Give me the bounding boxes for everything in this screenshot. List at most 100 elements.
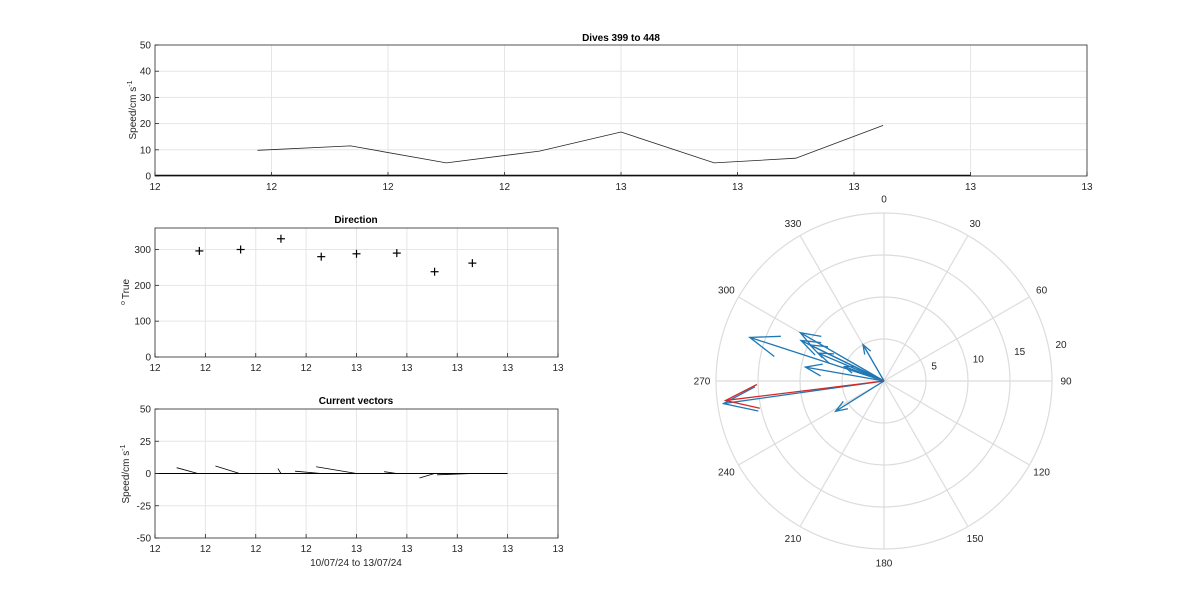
polar-spoke: [883, 296, 1030, 382]
dir-xtick-label: 12: [301, 363, 313, 374]
polar-vector-shaft: [862, 344, 885, 382]
speed-ytick-label: 30: [140, 93, 152, 104]
polar-vector-head: [803, 363, 823, 377]
polar-angle-label: 330: [785, 219, 802, 230]
direction-ticks: 12 12 12 12 13 13 13 13 13 0 100 200 300: [134, 245, 564, 374]
speed-ylabel: Speed/cm s-1: [127, 80, 139, 139]
direction-point: [276, 234, 285, 243]
current-vector: [384, 471, 397, 474]
vec-xtick-label: 12: [200, 544, 212, 555]
direction-title: Direction: [334, 215, 377, 226]
speed-panel: 12 12 12 12 13 13 13 13 13 0 10 20 30 40 50 Dives 399 …: [127, 33, 1093, 193]
current-vector: [419, 473, 435, 479]
dir-xtick-label: 12: [250, 363, 262, 374]
vec-xtick-label: 13: [401, 544, 413, 555]
current-vector: [277, 468, 282, 474]
speed-grid: [155, 45, 1087, 176]
vectors-ylabel-sup: -1: [120, 444, 127, 450]
polar-angle-label: 90: [1060, 377, 1072, 388]
speed-xtick-label: 13: [615, 182, 627, 193]
polar-vector: [798, 331, 885, 382]
current-vector: [316, 466, 357, 474]
vec-ytick-label: -25: [137, 501, 152, 512]
polar-vector: [747, 335, 885, 382]
speed-marks: [155, 125, 971, 176]
polar-spoke: [883, 380, 1030, 466]
direction-marks: [195, 234, 477, 276]
dir-xtick-label: 13: [401, 363, 413, 374]
polar-vector-head: [798, 331, 822, 350]
vec-ytick-label: 50: [140, 405, 152, 416]
polar-radius-label: 10: [973, 354, 985, 365]
current-vector: [176, 467, 198, 474]
polar-angle-label: 210: [785, 534, 802, 545]
polar-panel: 0 30 60 90 120 150 180 210 240 270 300 330 5 10 15 20: [694, 195, 1072, 570]
polar-vector: [803, 363, 885, 382]
vec-xtick-label: 12: [301, 544, 313, 555]
polar-mean-vector-head: [723, 383, 760, 409]
vec-ytick-label: 25: [140, 437, 152, 448]
dir-ytick-label: 300: [134, 245, 151, 256]
speed-xtick-label: 12: [382, 182, 394, 193]
direction-point: [236, 245, 245, 254]
dir-xtick-label: 13: [502, 363, 514, 374]
vectors-title: Current vectors: [319, 396, 394, 407]
polar-angle-label: 180: [876, 559, 893, 570]
speed-ytick-label: 40: [140, 67, 152, 78]
direction-ylabel-text: True: [121, 279, 132, 300]
polar-vector: [862, 342, 885, 382]
vec-xtick-label: 13: [351, 544, 363, 555]
polar-angle-label: 30: [969, 219, 981, 230]
vec-xtick-label: 12: [250, 544, 262, 555]
polar-angle-label: 270: [694, 377, 711, 388]
direction-ylabel-prefix: o: [120, 301, 127, 305]
dir-ytick-label: 200: [134, 281, 151, 292]
polar-vector-shaft: [800, 339, 885, 382]
dir-xtick-label: 13: [552, 363, 564, 374]
speed-xtick-label: 13: [732, 182, 744, 193]
vectors-ticks: 12 12 12 12 13 13 13 13 13 -50 -25 0 25 50: [137, 405, 564, 556]
speed-series-line: [257, 125, 884, 164]
speed-xtick-label: 12: [266, 182, 278, 193]
vec-ytick-label: 0: [145, 469, 151, 480]
speed-ylabel-text: Speed/cm s: [128, 87, 139, 140]
dir-ytick-label: 0: [145, 353, 151, 364]
speed-ytick-label: 20: [140, 119, 152, 130]
vectors-marks: [155, 465, 508, 479]
dir-xtick-label: 12: [149, 363, 161, 374]
polar-vector-head: [799, 339, 822, 356]
speed-ylabel-sup: -1: [127, 80, 134, 86]
polar-vector-shaft: [818, 352, 885, 382]
current-vector: [215, 465, 240, 474]
polar-vector-head: [862, 342, 872, 355]
current-vector: [437, 473, 473, 476]
dir-xtick-label: 12: [200, 363, 212, 374]
polar-vector-head: [816, 352, 835, 365]
current-vector: [295, 470, 322, 474]
vectors-xlabel: 10/07/24 to 13/07/24: [310, 558, 402, 569]
polar-mean-vector: [723, 380, 885, 409]
polar-vector: [833, 380, 885, 413]
polar-vector: [799, 339, 885, 382]
polar-angle-label: 0: [881, 195, 887, 206]
direction-panel: 12 12 12 12 13 13 13 13 13 0 100 200 300 Direction o…: [120, 215, 564, 374]
polar-vector: [816, 352, 885, 382]
polar-mean-vector-shaft: [725, 380, 885, 402]
polar-radius-label: 20: [1055, 340, 1067, 351]
dir-xtick-label: 13: [351, 363, 363, 374]
polar-vector-shaft: [805, 366, 885, 382]
polar-angle-label: 300: [718, 286, 735, 297]
vec-xtick-label: 12: [149, 544, 161, 555]
direction-point: [195, 246, 204, 255]
polar-spoke: [738, 380, 885, 466]
polar-spoke: [883, 380, 969, 527]
speed-ytick-label: 10: [140, 145, 152, 156]
speed-ytick-label: 0: [145, 172, 151, 183]
speed-ytick-label: 50: [140, 41, 152, 52]
direction-point: [352, 249, 361, 258]
direction-point: [392, 249, 401, 258]
speed-xtick-label: 12: [499, 182, 511, 193]
polar-radius-label: 15: [1014, 347, 1026, 358]
speed-xtick-label: 12: [149, 182, 161, 193]
